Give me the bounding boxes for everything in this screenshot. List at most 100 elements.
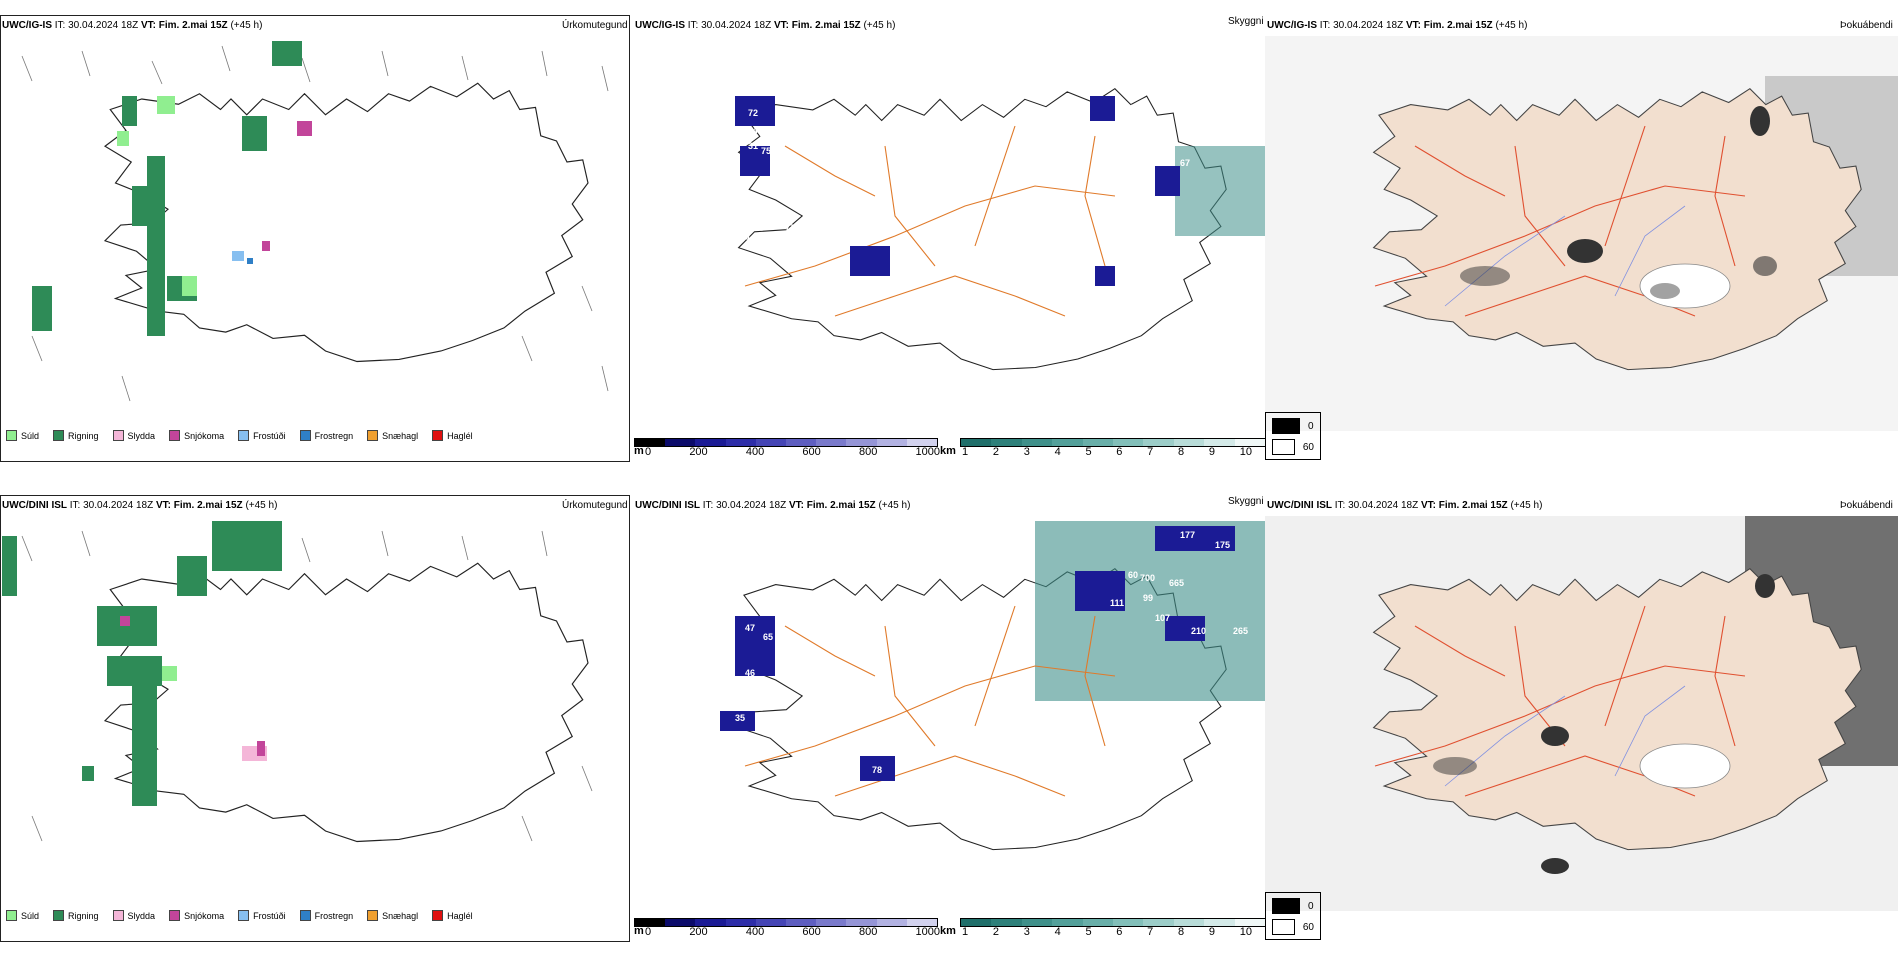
ceiling-tick: 0 — [645, 446, 652, 458]
legend-label: Rigning — [68, 430, 99, 441]
visibility-value: 78 — [872, 765, 882, 775]
ceiling-colorbar — [634, 438, 938, 447]
legend-item-snow: Snjókoma — [169, 430, 224, 441]
legend-item-snow: Snjókoma — [169, 910, 224, 921]
legend-swatch — [6, 430, 17, 441]
fog-legend-row: 0 — [1272, 418, 1314, 434]
visibility-value: 67 — [1180, 158, 1190, 168]
legend-label: Slydda — [127, 430, 156, 441]
legend-label: Súld — [21, 910, 40, 921]
ceiling-tick: 200 — [689, 926, 708, 938]
visibility-value: 85 — [783, 238, 793, 248]
legend-label: Frostregn — [314, 910, 354, 921]
vt-value: Fim. 2.mai 15Z — [173, 500, 243, 511]
visibility-value: 46 — [745, 668, 755, 678]
vt-value: Fim. 2.mai 15Z — [791, 20, 861, 31]
fog-legend-row: 60 — [1272, 439, 1314, 455]
fog-map — [1265, 516, 1898, 911]
it-label: IT: — [702, 500, 714, 511]
vt-label: VT: — [1420, 500, 1436, 511]
legend-swatch — [53, 910, 65, 921]
visibility-value: 18 — [930, 268, 940, 278]
panel-title-precip: Úrkomutegund — [562, 500, 628, 511]
it-label: IT: — [687, 20, 699, 31]
it-value: 30.04.2024 18Z — [701, 20, 772, 31]
visibility-tick: 10 — [1239, 926, 1252, 938]
visibility-value: 47 — [745, 623, 755, 633]
visibility-value: 107 — [1155, 613, 1170, 623]
panel-title-fog: Þokuábendi — [1840, 500, 1893, 511]
visibility-unit: km — [940, 925, 956, 937]
visibility-value: 24 — [748, 125, 758, 135]
legend-label: Snæhagl — [382, 910, 419, 921]
legend-item-snow-pellets: Snæhagl — [367, 430, 418, 441]
visibility-tick: 5 — [1085, 926, 1092, 938]
legend-label: Frostúði — [253, 430, 286, 441]
forecast-row-top: UWC/IG-IS IT: 30.04.2024 18Z VT: Fim. 2.… — [0, 0, 1900, 475]
visibility-tick: 6 — [1116, 926, 1123, 938]
visibility-value: 31 — [748, 141, 758, 151]
visibility-value: 72 — [748, 108, 758, 118]
it-value: 30.04.2024 18Z — [83, 500, 154, 511]
legend-item-sleet: Slydda — [112, 910, 156, 921]
visibility-value: 77 — [785, 223, 795, 233]
legend-label: Frostúði — [253, 910, 286, 921]
vt-label: VT: — [788, 500, 804, 511]
it-label: IT: — [1334, 500, 1346, 511]
legend-swatch — [238, 430, 250, 441]
vt-label: VT: — [773, 20, 789, 31]
legend-item-snow-pellets: Snæhagl — [367, 910, 418, 921]
model-name: UWC/DINI ISL — [2, 500, 67, 511]
legend-swatch — [53, 430, 65, 441]
visibility-map: 72 24 66 31 75 10 13 77 85 44 95 51 18 9… — [635, 36, 1265, 431]
visibility-tick: 8 — [1178, 926, 1185, 938]
legend-label: Súld — [21, 430, 40, 441]
ceiling-tick: 200 — [689, 446, 708, 458]
fog-label: 0 — [1308, 900, 1314, 912]
panel-title-visibility: Skyggni — [1228, 496, 1264, 507]
visibility-value: 86 — [1147, 126, 1157, 136]
legend-label: Slydda — [127, 910, 156, 921]
visibility-tick: 4 — [1054, 926, 1061, 938]
visibility-tick: 3 — [1023, 926, 1030, 938]
ceiling-tick: 0 — [645, 926, 652, 938]
model-name: UWC/IG-IS — [635, 20, 685, 31]
legend-swatch — [6, 910, 17, 921]
visibility-tick: 3 — [1023, 446, 1030, 458]
fog-legend: 0 60 — [1265, 412, 1321, 460]
legend-label: Rigning — [68, 910, 99, 921]
visibility-value: 177 — [1180, 530, 1195, 540]
visibility-value: 665 — [1169, 578, 1184, 588]
vt-label: VT: — [155, 500, 171, 511]
visibility-value: 21 — [1125, 258, 1135, 268]
vt-label: VT: — [1405, 20, 1421, 31]
legend-swatch — [367, 430, 379, 441]
legend-swatch — [299, 910, 311, 921]
visibility-value: 111 — [1110, 598, 1124, 608]
ceiling-tick: 800 — [858, 926, 878, 938]
vt-value: Fim. 2.mai 15Z — [806, 500, 876, 511]
it-label: IT: — [54, 20, 66, 31]
ceiling-tick: 400 — [745, 446, 765, 458]
row-header-precip: UWC/DINI ISL IT: 30.04.2024 18Z VT: Fim.… — [2, 500, 277, 511]
model-name: UWC/IG-IS — [1267, 20, 1317, 31]
ceiling-colorbar — [634, 918, 938, 927]
it-label: IT: — [69, 500, 81, 511]
visibility-colorbar — [960, 438, 1266, 447]
visibility-value: 35 — [735, 713, 745, 723]
fog-legend: 0 60 — [1265, 892, 1321, 940]
lead-time: (+45 h) — [1510, 500, 1543, 511]
forecast-row-bottom: UWC/DINI ISL IT: 30.04.2024 18Z VT: Fim.… — [0, 480, 1900, 955]
fog-legend-row: 60 — [1272, 919, 1314, 935]
fog-legend-row: 0 — [1272, 898, 1314, 914]
ceiling-ticks: 0 200 400 600 800 1000 — [645, 446, 940, 458]
visibility-tick: 4 — [1054, 446, 1061, 458]
fog-map — [1265, 36, 1898, 431]
row-header-visibility: UWC/IG-IS IT: 30.04.2024 18Z VT: Fim. 2.… — [635, 20, 895, 31]
visibility-value: 12 — [1105, 286, 1115, 296]
vt-value: Fim. 2.mai 15Z — [1438, 500, 1508, 511]
row-header-fog: UWC/IG-IS IT: 30.04.2024 18Z VT: Fim. 2.… — [1267, 20, 1527, 31]
panel-title-precip: Úrkomutegund — [562, 20, 628, 31]
legend-item-freezing-rain: Frostregn — [299, 430, 353, 441]
lead-time: (+45 h) — [1495, 20, 1528, 31]
